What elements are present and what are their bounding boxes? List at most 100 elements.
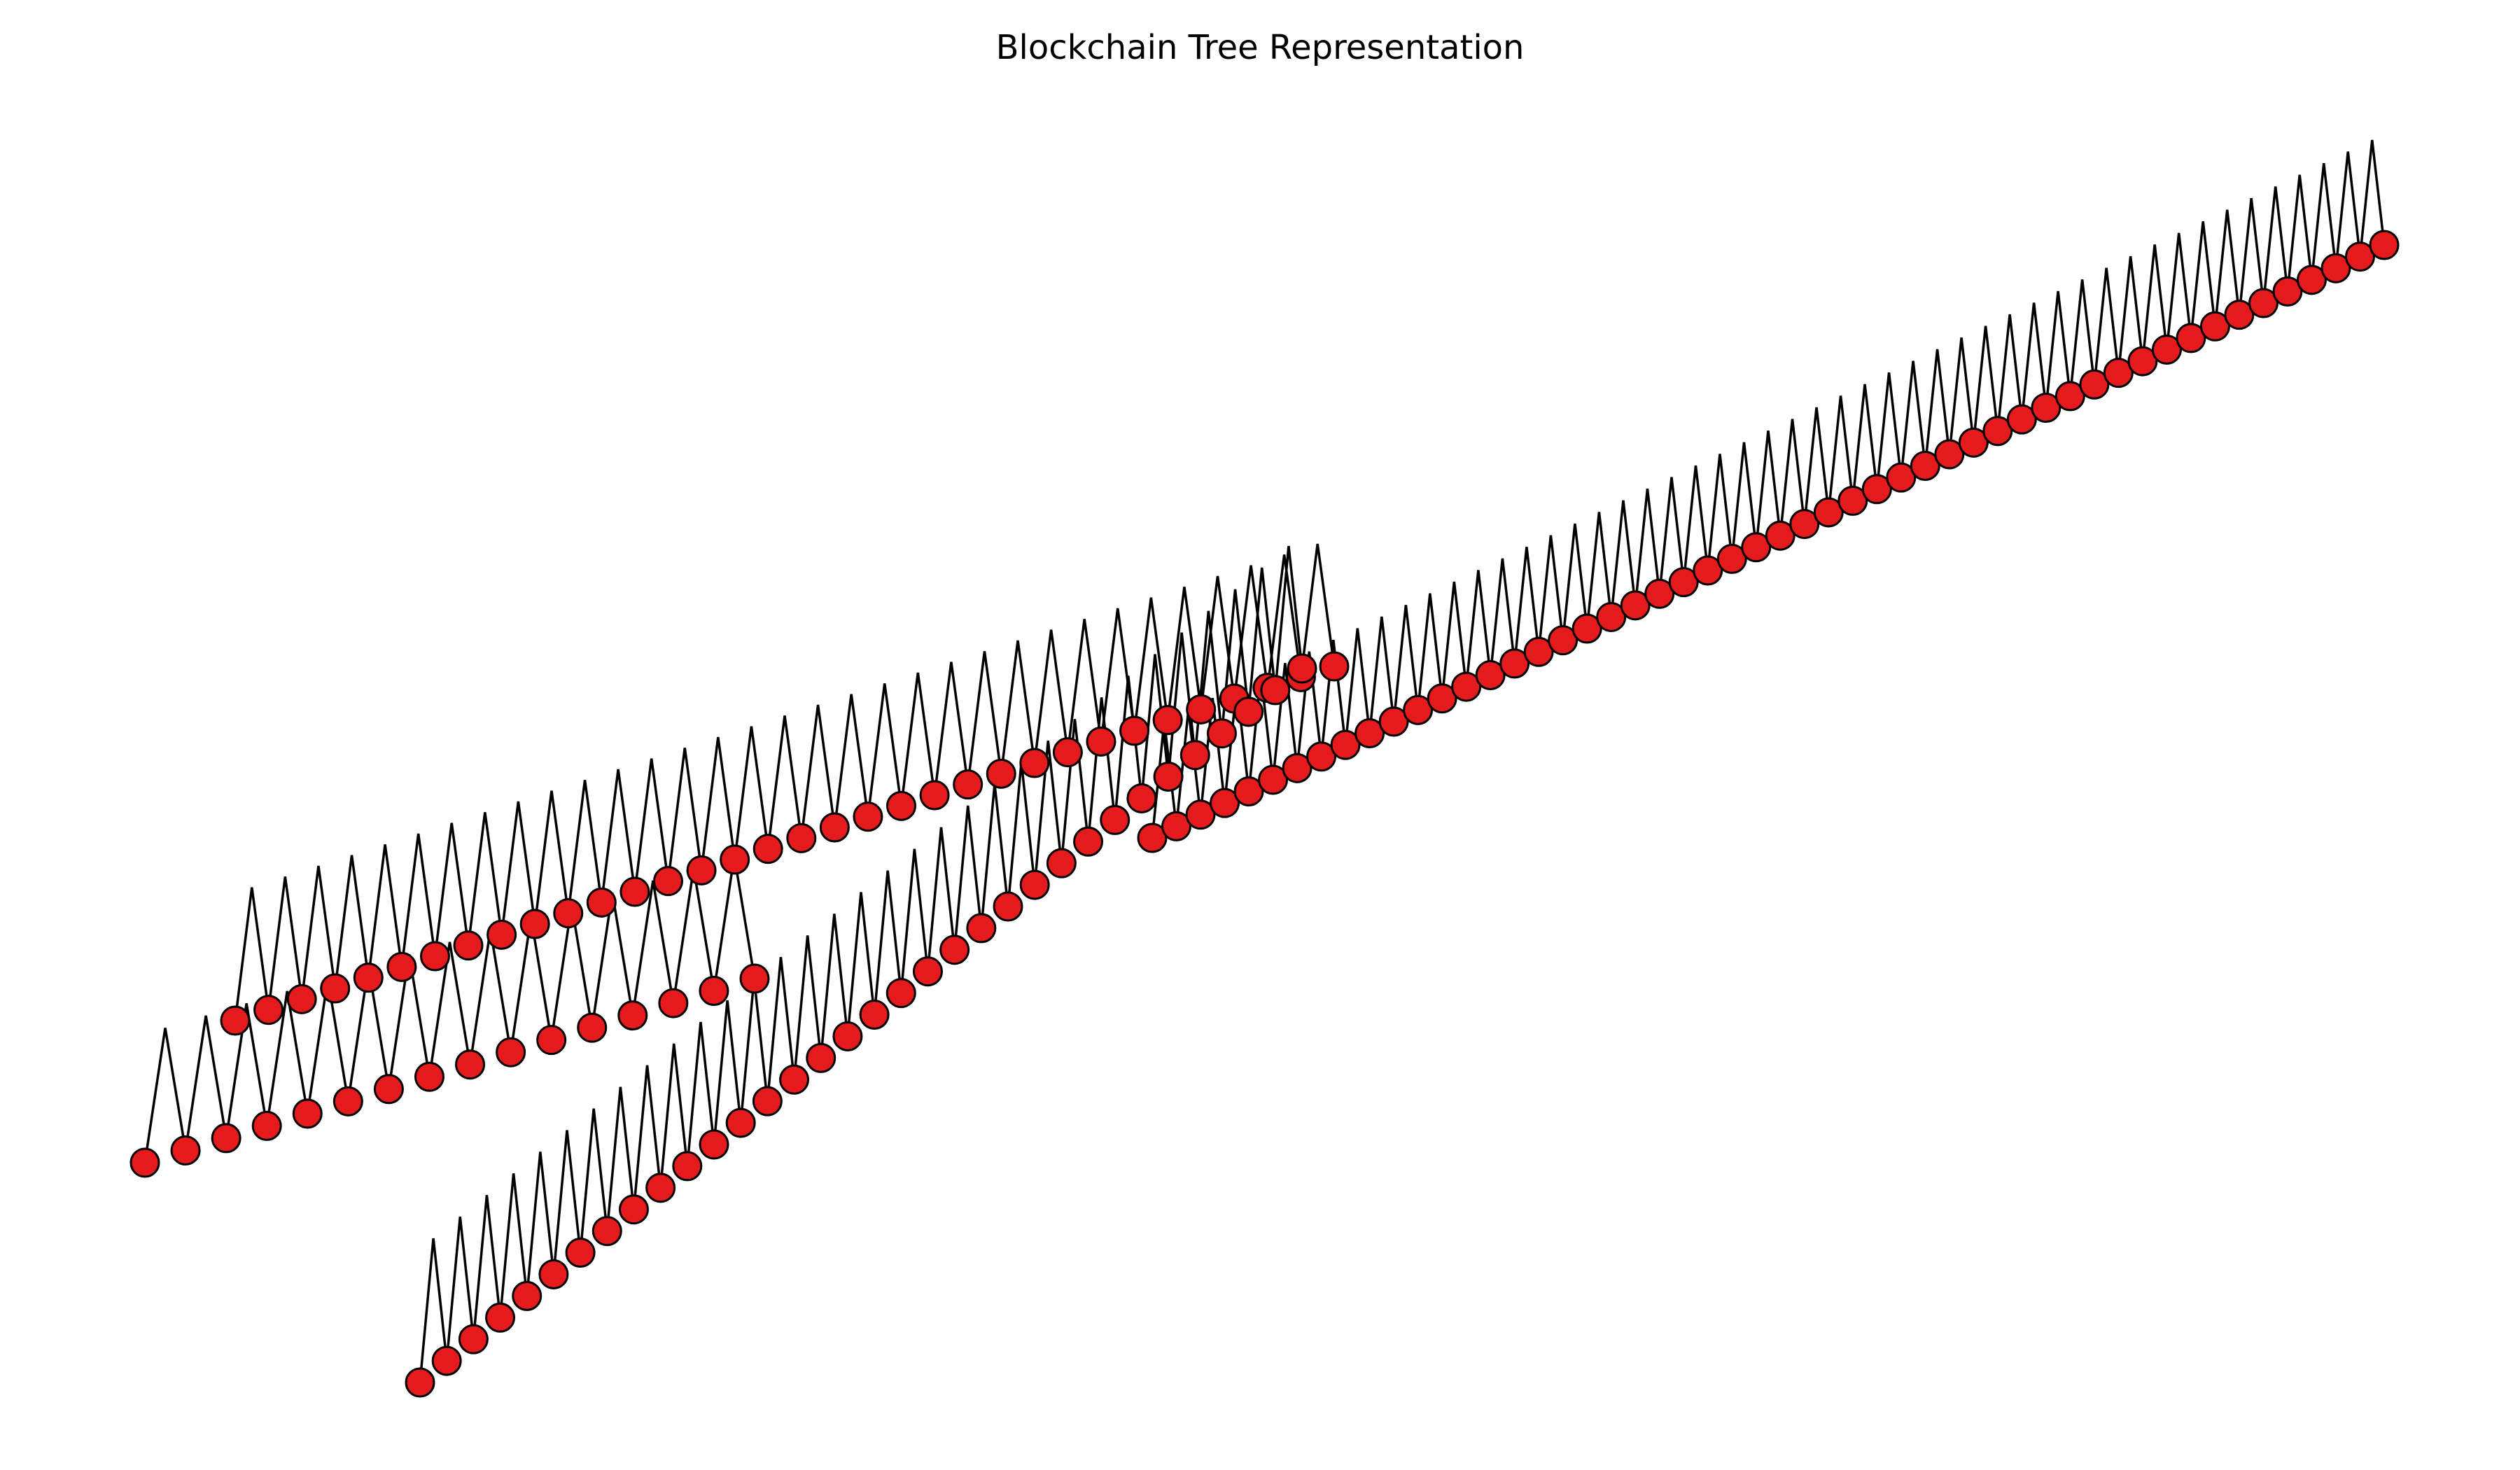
block-node	[859, 1000, 890, 1030]
block-node	[2296, 265, 2327, 295]
block-node	[2248, 288, 2278, 318]
block-node	[1282, 752, 1312, 783]
block-node	[1523, 636, 1554, 667]
block-node	[1210, 788, 1240, 818]
block-node	[1910, 451, 1940, 482]
block-node	[419, 941, 450, 972]
chain-edge	[2286, 174, 2314, 292]
block-node	[373, 1074, 404, 1105]
chain-edge	[873, 870, 903, 1015]
chain-edge	[1561, 523, 1588, 640]
block-node	[1287, 653, 1317, 684]
block-node	[2103, 358, 2134, 388]
chain-edge	[966, 651, 1002, 785]
chain-edge	[766, 715, 803, 849]
block-node	[1378, 706, 1409, 737]
chain-edge	[2165, 232, 2192, 350]
chain-edge	[1609, 500, 1637, 617]
chain-edge	[2045, 290, 2072, 408]
chain-edge	[2117, 255, 2144, 373]
block-node	[939, 934, 970, 965]
block-node	[320, 973, 351, 1004]
block-node	[519, 909, 550, 939]
block-node	[1572, 613, 1602, 644]
block-node	[620, 876, 650, 907]
chain-edge	[333, 855, 370, 989]
block-node	[966, 913, 997, 944]
block-node	[1086, 726, 1116, 757]
chain-edge	[1000, 640, 1036, 774]
block-node	[1306, 741, 1337, 772]
chain-edge	[1320, 639, 1347, 757]
block-node	[538, 1259, 569, 1289]
chain-edge	[400, 833, 437, 967]
block-node	[886, 978, 916, 1009]
block-node	[1451, 671, 1482, 702]
chain-edge	[1033, 629, 1070, 764]
chain-edge	[1875, 372, 1903, 489]
block-node	[1982, 416, 2013, 447]
chain-edge	[1706, 454, 1733, 571]
block-node	[919, 780, 950, 811]
chain-edge	[1233, 565, 1269, 699]
chain-edge	[819, 913, 849, 1058]
block-node	[1789, 509, 1820, 540]
chain-edge	[1464, 570, 1492, 687]
block-node	[819, 812, 850, 843]
block-node	[1180, 740, 1210, 771]
block-node	[1258, 764, 1289, 795]
chain-edge	[1658, 477, 1685, 594]
chain-edge	[1416, 593, 1443, 710]
block-node	[1596, 601, 1627, 632]
block-node	[2054, 381, 2085, 412]
block-node	[485, 1302, 516, 1333]
block-node	[592, 1216, 622, 1247]
chain-edge	[2213, 209, 2241, 327]
block-node	[1100, 804, 1130, 835]
chain-edge	[2190, 221, 2217, 339]
block-node	[886, 790, 917, 821]
block-node	[431, 1345, 462, 1376]
chain-edge	[367, 844, 403, 978]
block-node	[752, 834, 783, 864]
chain-edge	[1972, 326, 1999, 443]
block-node	[686, 855, 717, 886]
chain-edge	[926, 827, 956, 972]
chain-edge	[525, 1152, 555, 1296]
chain-edge	[1513, 547, 1540, 664]
chain-edge	[1199, 697, 1226, 815]
chain-edge	[1166, 587, 1203, 720]
block-node	[458, 1324, 489, 1354]
block-node	[1813, 497, 1844, 528]
block-node	[1186, 694, 1217, 724]
chain-edge	[631, 880, 675, 1016]
block-node	[2176, 323, 2206, 354]
chain-edge	[600, 769, 636, 903]
block-node	[986, 758, 1016, 789]
chain-edge	[1220, 589, 1250, 734]
chain-edge	[2093, 267, 2120, 385]
chain-edge	[713, 1000, 742, 1145]
block-node	[853, 802, 883, 832]
block-node	[786, 822, 817, 853]
chain-edge	[1033, 740, 1063, 886]
block-node	[565, 1238, 596, 1268]
block-node	[1185, 799, 1216, 830]
chain-edge	[899, 672, 936, 806]
block-node	[2006, 404, 2037, 435]
block-node	[1046, 848, 1077, 878]
block-node	[386, 951, 417, 982]
chain-edge	[2238, 197, 2265, 315]
chain-edge	[634, 758, 670, 892]
block-node	[1137, 822, 1168, 853]
chain-edge	[2310, 163, 2337, 281]
chain-edge	[428, 941, 472, 1077]
block-node	[2199, 311, 2230, 342]
block-node	[1741, 532, 1772, 563]
block-node	[577, 1012, 608, 1043]
block-node	[699, 976, 729, 1007]
block-node	[1765, 520, 1795, 551]
chain-edge	[1344, 628, 1371, 746]
block-node	[1126, 783, 1157, 813]
block-node	[618, 1194, 649, 1225]
